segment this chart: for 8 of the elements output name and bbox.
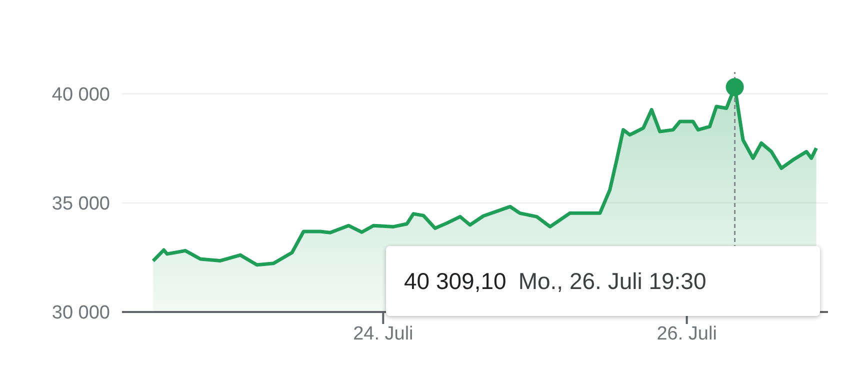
x-tick-label: 24. Juli <box>353 323 414 344</box>
tooltip-box: 40 309,10 Mo., 26. Juli 19:30 <box>386 246 820 316</box>
annotation: 40 309,10 <box>404 268 506 294</box>
y-tick-label: 40 000 <box>52 84 110 106</box>
y-tick-label: 35 000 <box>52 194 110 215</box>
annotation: Mo., 26. Juli 19:30 <box>518 268 706 294</box>
y-tick-label: 30 000 <box>52 302 110 324</box>
x-tick-label: 26. Juli <box>656 323 717 344</box>
